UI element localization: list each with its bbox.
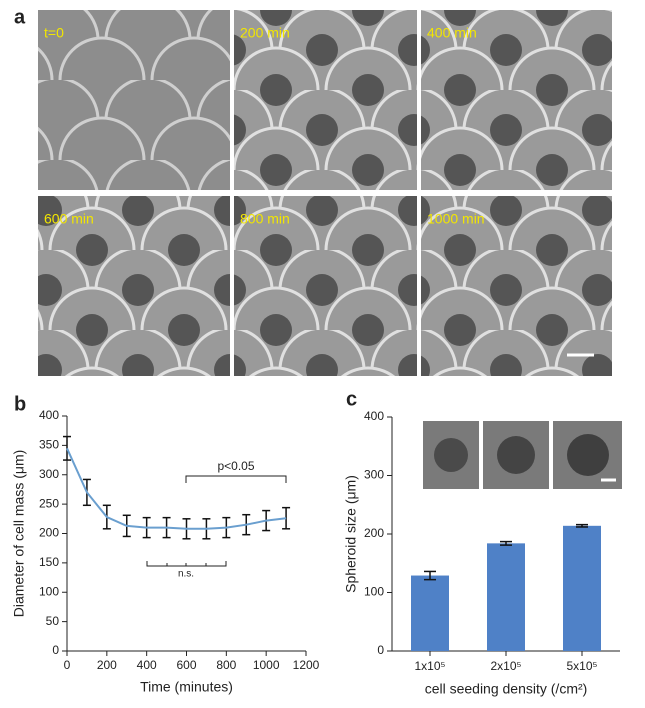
y-tick-label: 100 [39, 584, 59, 598]
spheroid [434, 438, 468, 472]
y-tick-label: 400 [39, 408, 59, 422]
y-tick-label: 0 [377, 643, 384, 657]
panel-label: c [346, 388, 357, 410]
y-tick-label: 150 [39, 555, 59, 569]
y-tick-label: 400 [364, 409, 384, 423]
micrograph [421, 10, 612, 190]
x-tick-label: 0 [64, 658, 71, 672]
y-tick-label: 350 [39, 438, 59, 452]
frame-label: 400 min [427, 25, 477, 41]
x-tick-label: 600 [176, 658, 196, 672]
micrograph [38, 196, 230, 376]
y-tick-label: 50 [46, 614, 60, 628]
y-tick-label: 0 [52, 643, 59, 657]
annotation: p<0.05 [217, 459, 254, 473]
micrograph [421, 196, 612, 376]
spheroid [567, 434, 609, 476]
y-tick-label: 300 [364, 468, 384, 482]
panel-label: b [14, 393, 26, 415]
panel-label: a [14, 6, 26, 28]
data-line [66, 447, 287, 530]
frame-label: 600 min [44, 211, 94, 227]
x-axis-label: cell seeding density (/cm²) [425, 681, 588, 697]
bar [411, 575, 449, 651]
x-tick-label: 200 [97, 658, 117, 672]
micrograph [38, 10, 230, 190]
frame-label: 1000 min [427, 211, 485, 227]
y-tick-label: 200 [364, 526, 384, 540]
y-tick-label: 200 [39, 526, 59, 540]
inset-images [423, 421, 622, 489]
frame-label: t=0 [44, 25, 64, 41]
y-tick-label: 250 [39, 496, 59, 510]
micrograph [234, 10, 417, 190]
micrograph-grid [38, 10, 612, 376]
x-tick-label: 5x10⁵ [567, 659, 598, 673]
y-axis-label: Spheroid size (μm) [343, 475, 359, 593]
x-axis-label: Time (minutes) [140, 679, 233, 695]
bracket [185, 475, 287, 483]
micrograph [234, 196, 417, 376]
y-tick-label: 300 [39, 467, 59, 481]
x-tick-label: 800 [216, 658, 236, 672]
spheroid [497, 436, 535, 474]
bar [563, 525, 601, 651]
annotation: n.s. [178, 569, 194, 580]
x-tick-label: 1x10⁵ [415, 659, 446, 673]
x-tick-label: 1000 [253, 658, 280, 672]
x-tick-label: 1200 [293, 658, 320, 672]
x-tick-label: 400 [137, 658, 157, 672]
bar [487, 543, 525, 651]
bracket [146, 561, 227, 567]
x-tick-label: 2x10⁵ [491, 659, 522, 673]
y-axis-label: Diameter of cell mass (μm) [11, 450, 27, 618]
y-tick-label: 100 [364, 585, 384, 599]
frame-label: 800 min [240, 211, 290, 227]
frame-label: 200 min [240, 25, 290, 41]
